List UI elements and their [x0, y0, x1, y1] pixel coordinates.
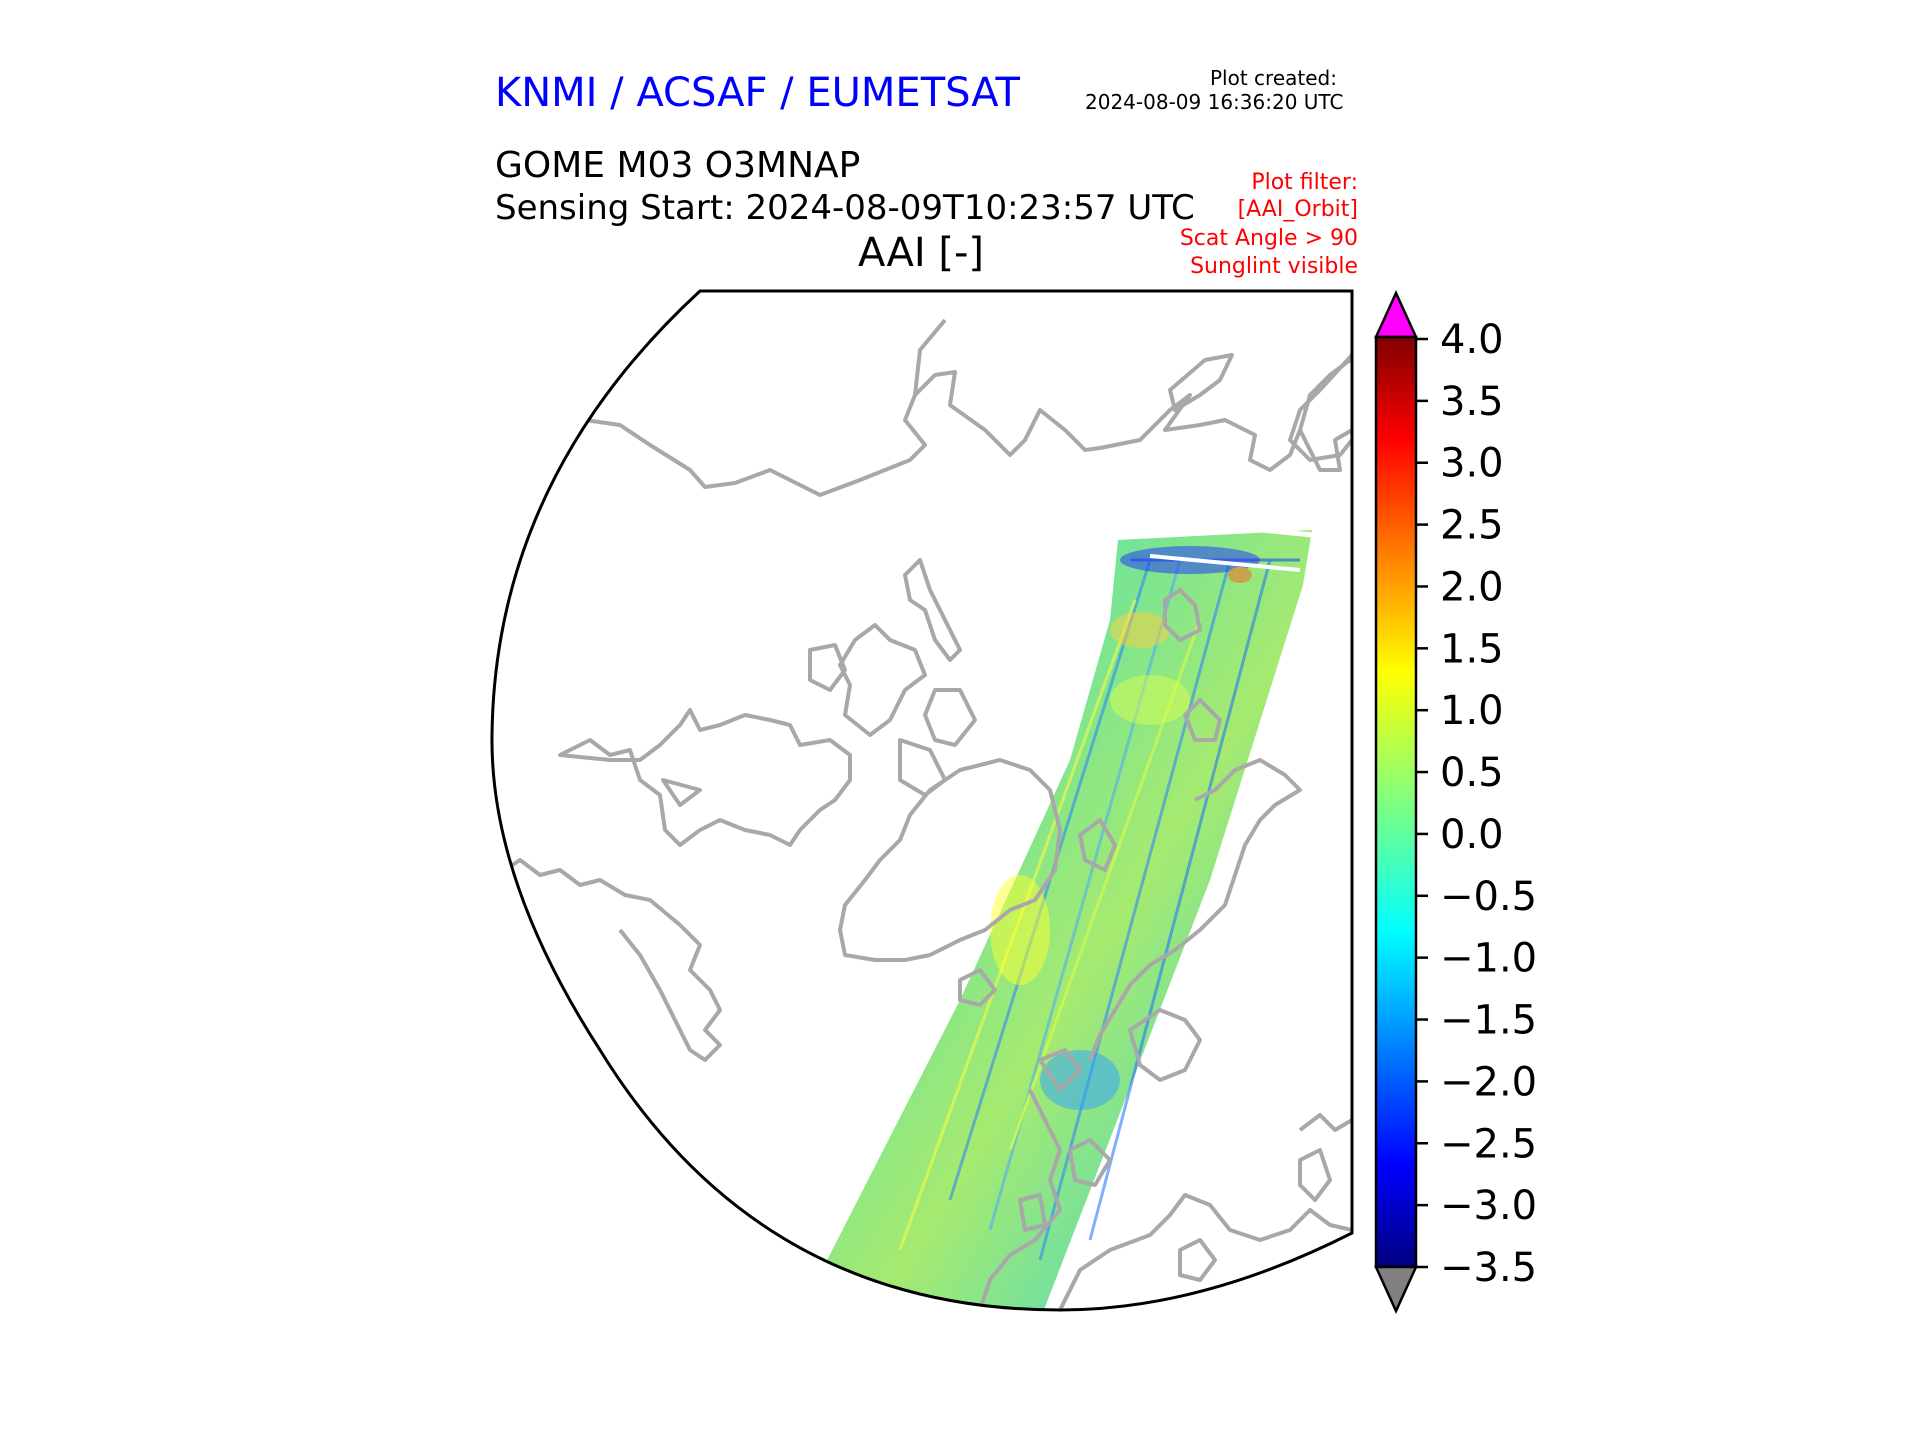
colorbar-tick-label: 1.5 — [1440, 626, 1504, 672]
colorbar-gradient — [1374, 335, 1418, 1269]
map-frame — [490, 289, 1354, 1312]
product-title: GOME M03 O3MNAP — [495, 145, 861, 186]
colorbar-tick-label: −3.5 — [1440, 1245, 1537, 1291]
coastlines — [503, 318, 1352, 1310]
colorbar-tick-label: −2.5 — [1440, 1121, 1537, 1167]
colorbar-tick-label: 0.5 — [1440, 750, 1504, 796]
map-area — [491, 291, 1352, 1310]
colorbar-tick-label: −1.5 — [1440, 998, 1537, 1044]
plot-filter-title: Plot filter: — [1251, 170, 1358, 195]
colorbar-tick-label: −2.0 — [1440, 1059, 1537, 1105]
variable-title: AAI [-] — [858, 230, 984, 276]
colorbar-tick-label: −0.5 — [1440, 874, 1537, 920]
sensing-start: Sensing Start: 2024-08-09T10:23:57 UTC — [495, 188, 1195, 228]
colorbar-extend-max — [1374, 289, 1418, 339]
plot-filter-line: Scat Angle > 90 — [1179, 226, 1358, 251]
colorbar-tick-label: 2.5 — [1440, 503, 1504, 549]
colorbar-tick-label: 0.0 — [1440, 812, 1504, 858]
plot-filter-line: [AAI_Orbit] — [1237, 197, 1358, 222]
colorbar-extend-min — [1374, 1265, 1418, 1315]
colorbar-tick-label: 3.0 — [1440, 441, 1504, 487]
plot-filter-line: Sunglint visible — [1190, 254, 1358, 279]
colorbar-tick-label: 3.5 — [1440, 379, 1504, 425]
colorbar-tick-label: 4.0 — [1440, 317, 1504, 363]
plot-created-time: 2024-08-09 16:36:20 UTC — [1085, 90, 1344, 114]
colorbar-tick-label: −1.0 — [1440, 936, 1537, 982]
plot-created-label: Plot created: — [1210, 66, 1337, 90]
colorbar-tick-label: 1.0 — [1440, 688, 1504, 734]
colorbar-tick-label: 2.0 — [1440, 564, 1504, 610]
colorbar: 4.0 3.5 3.0 2.5 2.0 1.5 1.0 0.5 0.0 −0.5 −1.0 −1.5 −… — [1374, 289, 1537, 1315]
organization-title: KNMI / ACSAF / EUMETSAT — [495, 70, 1020, 116]
colorbar-tick-label: −3.0 — [1440, 1183, 1537, 1229]
